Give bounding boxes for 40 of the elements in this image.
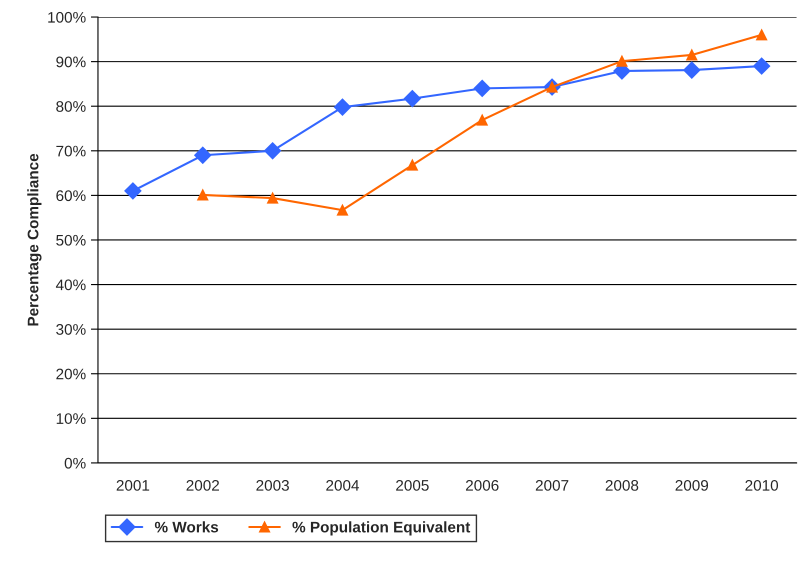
point <box>686 49 698 60</box>
x-tick-label: 2009 <box>676 480 708 491</box>
legend-label: % Works <box>154 521 218 532</box>
x-tick-label: 2006 <box>466 480 499 491</box>
y-tick-label: 10% <box>56 413 86 424</box>
y-tick-label: 80% <box>56 101 86 112</box>
y-tick-label: 70% <box>56 146 86 156</box>
point <box>267 192 278 204</box>
point <box>124 182 142 200</box>
point <box>474 80 491 97</box>
y-tick-label: 40% <box>56 279 86 290</box>
x-tick-label: 2002 <box>186 480 219 491</box>
x-tick-label: 2010 <box>745 480 778 491</box>
x-tick-label: 2008 <box>606 480 638 491</box>
point <box>336 204 348 216</box>
point <box>683 62 700 79</box>
y-tick-label: 20% <box>56 368 86 380</box>
point <box>476 114 488 126</box>
point <box>197 189 208 200</box>
point <box>753 58 770 75</box>
point <box>264 142 282 160</box>
point <box>194 146 212 164</box>
y-tick-label: 30% <box>56 324 86 335</box>
point <box>404 90 421 108</box>
x-tick-label: 2001 <box>116 480 150 491</box>
legend-label: % Population Equivalent <box>292 521 470 536</box>
y-tick-label: 50% <box>56 234 86 246</box>
y-tick-label: 90% <box>56 56 86 68</box>
y-axis-title: Percentage Compliance <box>27 154 42 326</box>
x-tick-label: 2004 <box>326 480 360 491</box>
x-tick-label: 2005 <box>396 480 429 491</box>
point <box>406 160 418 171</box>
y-tick-label: 0% <box>64 458 86 469</box>
y-tick-label: 100% <box>48 12 86 23</box>
y-tick-label: 60% <box>56 190 86 202</box>
x-tick-label: 2003 <box>256 480 289 491</box>
x-tick-label: 2007 <box>536 480 568 491</box>
point <box>616 56 628 67</box>
point <box>334 98 352 116</box>
point <box>756 29 768 40</box>
